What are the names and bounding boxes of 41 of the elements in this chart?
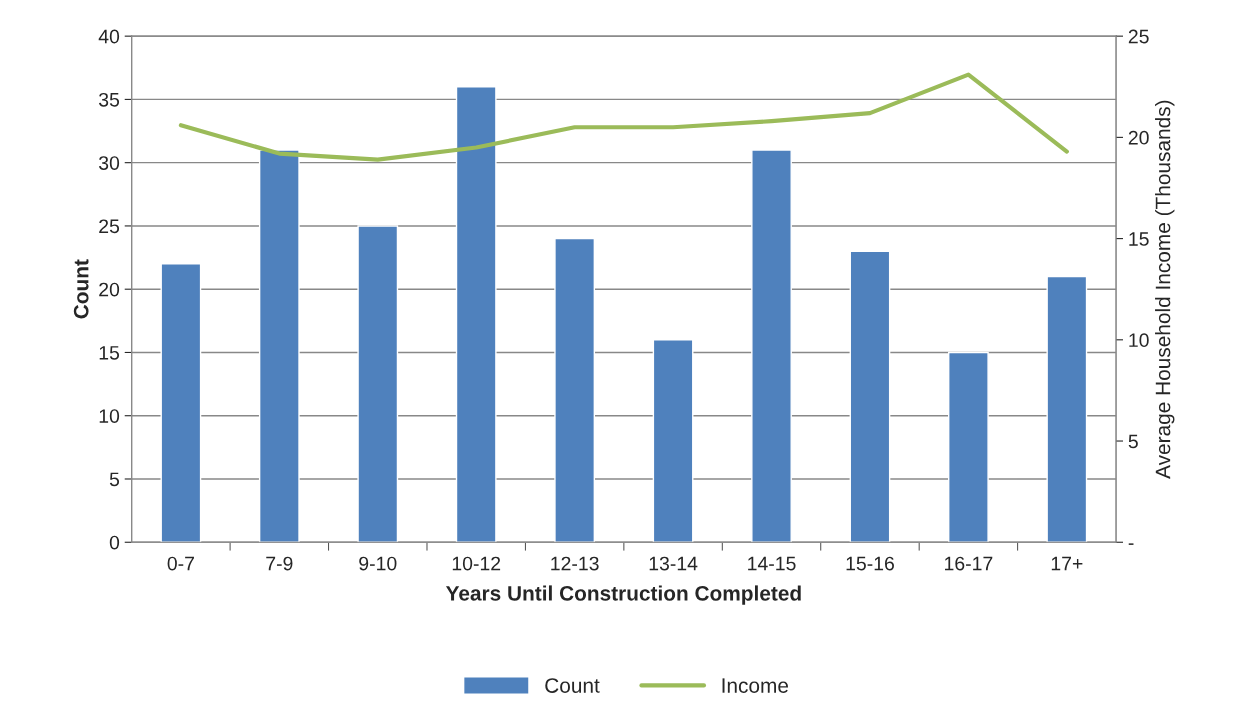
legend-label: Income xyxy=(722,678,789,693)
y-tick-label: 5 xyxy=(109,472,120,487)
line-series xyxy=(178,72,1069,162)
bar xyxy=(160,263,202,543)
x-tick-label: 0-7 xyxy=(167,556,194,571)
legend-label: Count xyxy=(545,678,600,693)
bar xyxy=(1046,275,1088,543)
x-tick-label: 9-10 xyxy=(359,556,397,571)
y2-tick-label: 15 xyxy=(1129,232,1149,246)
x-tick-label: 7-9 xyxy=(266,556,293,571)
y2-tick-label: - xyxy=(1128,543,1134,545)
x-tick-label: 10-12 xyxy=(452,556,501,571)
y-tick-label: 0 xyxy=(109,535,120,550)
x-tick-label: 13-14 xyxy=(649,556,698,571)
y2-tick-label: 5 xyxy=(1128,434,1138,449)
y-tick-label: 25 xyxy=(99,219,120,234)
x-tick-label: 15-16 xyxy=(846,556,894,571)
y2-tick-label: 25 xyxy=(1128,29,1149,44)
bar xyxy=(948,351,989,543)
y2-tick-label: 20 xyxy=(1128,130,1149,145)
y-axis-title: Count xyxy=(73,259,89,319)
y-tick-label: 35 xyxy=(98,92,120,107)
y-tick-label: 15 xyxy=(99,346,120,360)
bar xyxy=(554,237,596,543)
bar xyxy=(652,339,694,543)
y-tick-label: 10 xyxy=(99,409,120,423)
x-axis-title: Years Until Construction Completed xyxy=(445,585,801,605)
bar xyxy=(357,225,399,543)
y-tick-label: 30 xyxy=(98,156,120,170)
x-tick-label: 14-15 xyxy=(748,556,796,571)
x-tick-label: 16-17 xyxy=(945,556,993,571)
y-tick-label: 40 xyxy=(98,29,120,44)
x-tick-label: 17+ xyxy=(1051,556,1083,571)
x-tick-label: 12-13 xyxy=(551,556,599,571)
y-tick-label: 20 xyxy=(99,282,120,297)
y2-tick-label: 10 xyxy=(1129,333,1149,348)
bar xyxy=(849,250,891,543)
bar xyxy=(751,149,792,543)
y2-axis-title: Average Household Income (Thousands) xyxy=(1155,100,1175,479)
bar xyxy=(258,149,300,543)
bar xyxy=(455,86,497,543)
